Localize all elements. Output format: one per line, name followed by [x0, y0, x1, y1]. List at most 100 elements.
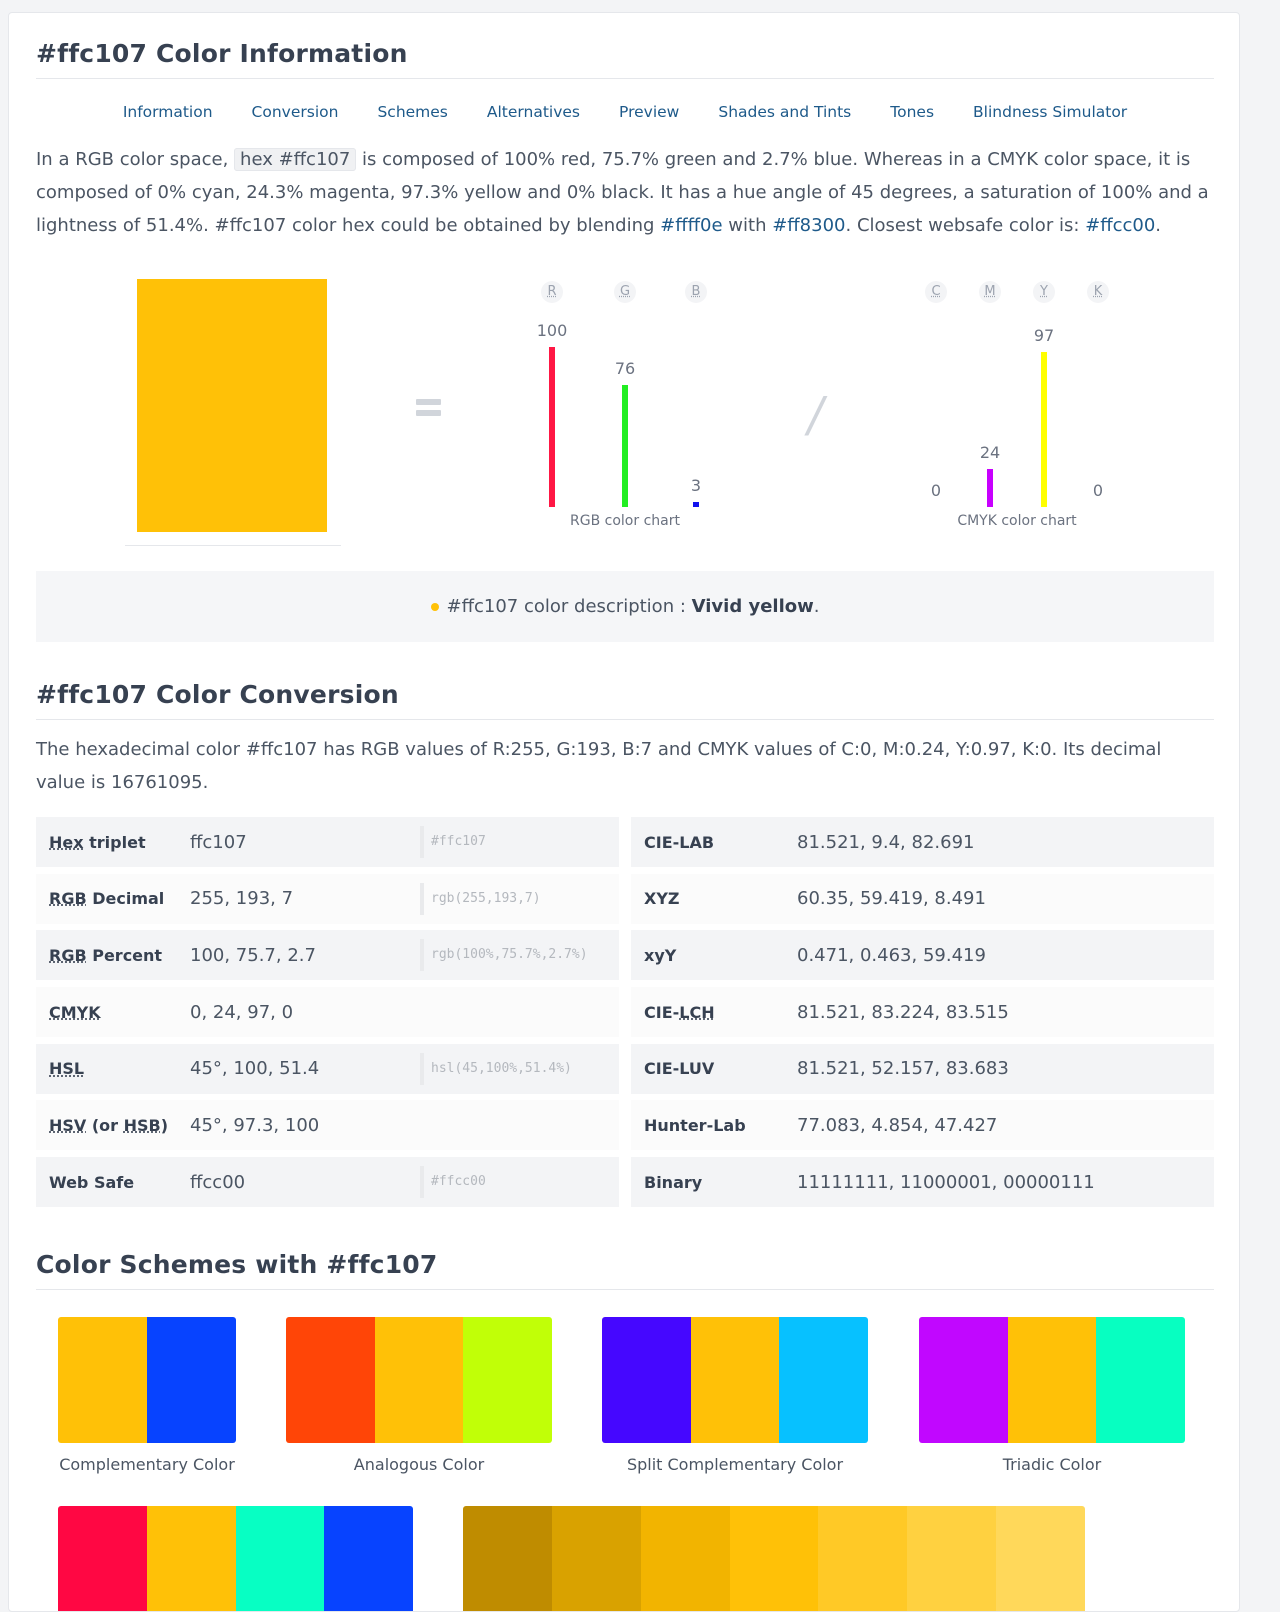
info-text-1: In a RGB color space, — [36, 149, 229, 170]
conversion-key-abbr: RGB — [49, 945, 87, 965]
nav-preview[interactable]: Preview — [619, 103, 680, 121]
conversion-row: xyY 0.471, 0.463, 59.419 — [631, 930, 1214, 981]
swatch-divider — [125, 545, 341, 546]
page-title: #ffc107 Color Information — [36, 39, 408, 68]
conversion-key: RGB Decimal — [36, 889, 190, 908]
conversion-key-abbr: HSV — [49, 1115, 87, 1135]
conversion-row: RGB Percent 100, 75.7, 2.7 rgb(100%,75.7%,… — [36, 930, 619, 981]
cmyk-badge-y: Y — [1033, 281, 1055, 303]
scheme-split-complementary-color[interactable]: Split Complementary Color — [602, 1317, 868, 1474]
conversion-key-abbr: Web Safe — [49, 1172, 135, 1192]
scheme-row2-1[interactable] — [58, 1506, 413, 1611]
section-nav: Information Conversion Schemes Alternati… — [36, 103, 1214, 121]
scheme-color-block[interactable] — [818, 1506, 908, 1611]
scheme-color-block[interactable] — [919, 1317, 1008, 1443]
scheme-color-block[interactable] — [235, 1506, 325, 1611]
conversion-value: 45°, 100, 51.4 — [190, 1058, 320, 1080]
scheme-complementary-color[interactable]: Complementary Color — [58, 1317, 236, 1474]
nav-schemes[interactable]: Schemes — [377, 103, 448, 121]
scheme-color-block[interactable] — [907, 1506, 997, 1611]
equals-sign — [416, 399, 441, 419]
scheme-strip[interactable] — [286, 1317, 552, 1443]
conversion-row: HSL 45°, 100, 51.4 hsl(45,100%,51.4%) — [36, 1043, 619, 1094]
scheme-label: Triadic Color — [1002, 1455, 1102, 1474]
scheme-analogous-color[interactable]: Analogous Color — [286, 1317, 552, 1474]
scheme-color-block[interactable] — [996, 1506, 1085, 1611]
rgb-chart-label: RGB color chart — [570, 513, 680, 529]
description-separator: : — [674, 596, 692, 617]
scheme-color-block[interactable] — [58, 1317, 147, 1443]
conversion-value: 81.521, 83.224, 83.515 — [797, 1001, 1009, 1023]
scheme-strip[interactable] — [463, 1506, 1085, 1611]
scheme-label: Complementary Color — [59, 1455, 235, 1474]
scheme-color-block[interactable] — [690, 1317, 780, 1443]
conversion-key: CIE-LAB — [644, 832, 715, 852]
cmyk-value-k: 0 — [1092, 481, 1104, 500]
nav-alternatives[interactable]: Alternatives — [486, 103, 581, 121]
scheme-color-block[interactable] — [729, 1506, 819, 1611]
nav-conversion[interactable]: Conversion — [251, 103, 339, 121]
color-description-box: #ffc107 color description : Vivid yellow… — [36, 571, 1214, 642]
conversion-key: HSV (or HSB) — [36, 1116, 190, 1135]
scheme-color-block[interactable] — [463, 1506, 552, 1611]
color-dot — [430, 603, 439, 611]
conversion-key-abbr: HSL — [49, 1059, 85, 1079]
scheme-strip[interactable] — [919, 1317, 1185, 1443]
conversion-value: 45°, 97.3, 100 — [190, 1114, 320, 1136]
scheme-color-block[interactable] — [602, 1317, 691, 1443]
scheme-strip[interactable] — [58, 1506, 413, 1611]
nav-blindness-simulator[interactable]: Blindness Simulator — [973, 103, 1128, 121]
scheme-color-block[interactable] — [374, 1317, 464, 1443]
conversion-key: Hunter-Lab — [644, 1115, 746, 1135]
scheme-strip[interactable] — [602, 1317, 868, 1443]
info-text-5: . — [1155, 215, 1162, 236]
scheme-color-block[interactable] — [551, 1506, 641, 1611]
scheme-color-block[interactable] — [640, 1506, 730, 1611]
blend-color-1-link[interactable]: #ffff0e — [660, 215, 723, 236]
scheme-color-block[interactable] — [286, 1317, 375, 1443]
rgb-value-b: 3 — [690, 476, 702, 495]
conversion-key: Binary — [644, 1172, 703, 1192]
conversion-key: CMYK — [36, 1003, 190, 1022]
conversion-key: CIE-LCH — [644, 1002, 715, 1022]
rgb-bar-b — [693, 502, 699, 507]
conversion-key: XYZ — [644, 889, 680, 909]
nav-tones[interactable]: Tones — [890, 103, 935, 121]
conversion-key-rest: triplet — [83, 832, 146, 852]
scheme-triadic-color[interactable]: Triadic Color — [919, 1317, 1185, 1474]
description-suffix: . — [813, 596, 820, 617]
nav-shades-tints[interactable]: Shades and Tints — [718, 103, 852, 121]
cmyk-bar-y — [1041, 351, 1047, 507]
cmyk-badge-m: M — [979, 281, 1001, 303]
conversion-code: rgb(255,193,7) — [420, 882, 619, 915]
conversion-table-left: Hex triplet ffc107 #ffc107 RGB Decimal 255, … — [36, 817, 619, 1214]
description-label: #ffc107 color description — [446, 596, 675, 617]
scheme-color-block[interactable] — [146, 1506, 236, 1611]
scheme-strip[interactable] — [58, 1317, 236, 1443]
scheme-row2-2[interactable] — [463, 1506, 1085, 1611]
rgb-badge-b: B — [685, 281, 707, 303]
websafe-color-link[interactable]: #ffcc00 — [1085, 215, 1156, 236]
conversion-value: 81.521, 52.157, 83.683 — [797, 1058, 1009, 1080]
schemes-title: Color Schemes with #ffc107 — [36, 1250, 438, 1279]
scheme-color-block[interactable] — [324, 1506, 413, 1611]
scheme-color-block[interactable] — [147, 1317, 236, 1443]
blend-color-2-link[interactable]: #ff8300 — [772, 215, 846, 236]
nav-information[interactable]: Information — [122, 103, 213, 121]
scheme-color-block[interactable] — [1096, 1317, 1185, 1443]
conversion-key: HSL — [36, 1059, 190, 1078]
slash-sign: / — [803, 387, 830, 443]
conversion-paragraph: The hexadecimal color #ffc107 has RGB va… — [36, 739, 1162, 793]
scheme-color-block[interactable] — [58, 1506, 147, 1611]
scheme-color-block[interactable] — [1007, 1317, 1097, 1443]
scheme-color-block[interactable] — [779, 1317, 868, 1443]
conversion-value: 81.521, 9.4, 82.691 — [797, 831, 975, 853]
scheme-color-block[interactable] — [463, 1317, 552, 1443]
conversion-key-abbr: HSB — [123, 1115, 161, 1135]
conversion-key-abbr: CMYK — [49, 1002, 101, 1022]
conversion-header: #ffc107 Color Conversion — [36, 680, 1214, 720]
main-card: #ffc107 Color Information Information Co… — [8, 12, 1240, 1612]
conversion-key-abbr: RGB — [49, 889, 87, 909]
conversion-value: 255, 193, 7 — [190, 888, 294, 910]
info-text-2: is composed of 100% red, 75.7% green and… — [36, 149, 1209, 236]
